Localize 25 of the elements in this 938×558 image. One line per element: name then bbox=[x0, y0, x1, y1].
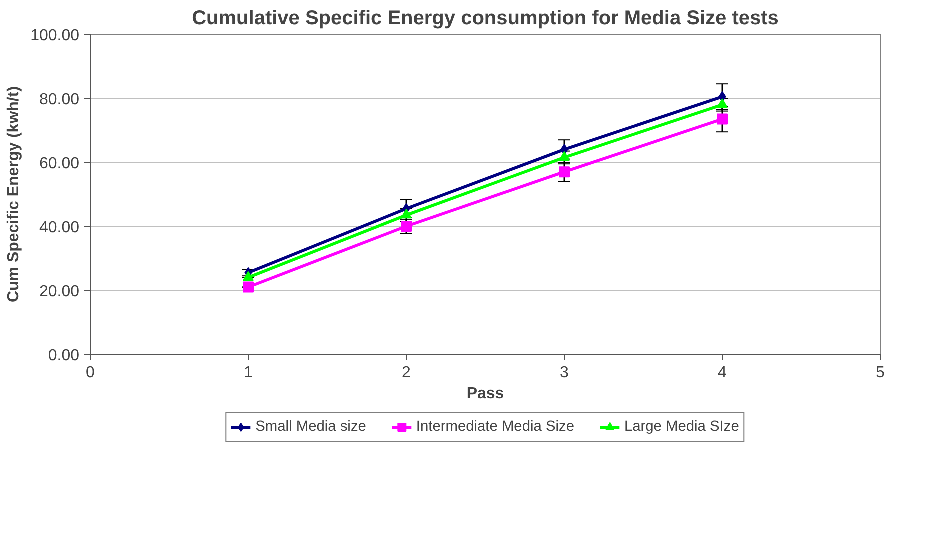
y-tick-label: 20.00 bbox=[39, 284, 80, 300]
legend-label: Large Media SIze bbox=[624, 419, 740, 435]
y-tick-label: 80.00 bbox=[39, 92, 80, 108]
legend-label: Intermediate Media Size bbox=[416, 419, 574, 435]
x-tick-label: 5 bbox=[876, 364, 886, 382]
y-tick-label: 100.00 bbox=[30, 28, 80, 44]
x-axis-title: Pass bbox=[466, 386, 504, 402]
x-tick-label: 3 bbox=[560, 364, 570, 382]
point bbox=[401, 209, 412, 219]
legend-label: Small Media size bbox=[256, 419, 366, 435]
point bbox=[717, 114, 728, 125]
chart-title: Cumulative Specific Energy consumption for Media Size tests bbox=[192, 8, 779, 30]
y-tick-label: 60.00 bbox=[39, 156, 80, 172]
x-tick-label: 0 bbox=[86, 364, 96, 382]
x-tick-label: 1 bbox=[244, 364, 254, 382]
y-tick-label: 0.00 bbox=[48, 348, 80, 364]
point bbox=[559, 151, 570, 162]
x-tick-label: 4 bbox=[718, 364, 728, 382]
point bbox=[243, 271, 254, 282]
point bbox=[717, 98, 728, 108]
point bbox=[559, 166, 570, 178]
y-tick-label: 40.00 bbox=[39, 220, 80, 236]
point bbox=[243, 282, 254, 293]
y-axis-title: Cum Specific Energy (kwh/t) bbox=[6, 86, 23, 303]
x-tick-label: 2 bbox=[402, 364, 412, 382]
